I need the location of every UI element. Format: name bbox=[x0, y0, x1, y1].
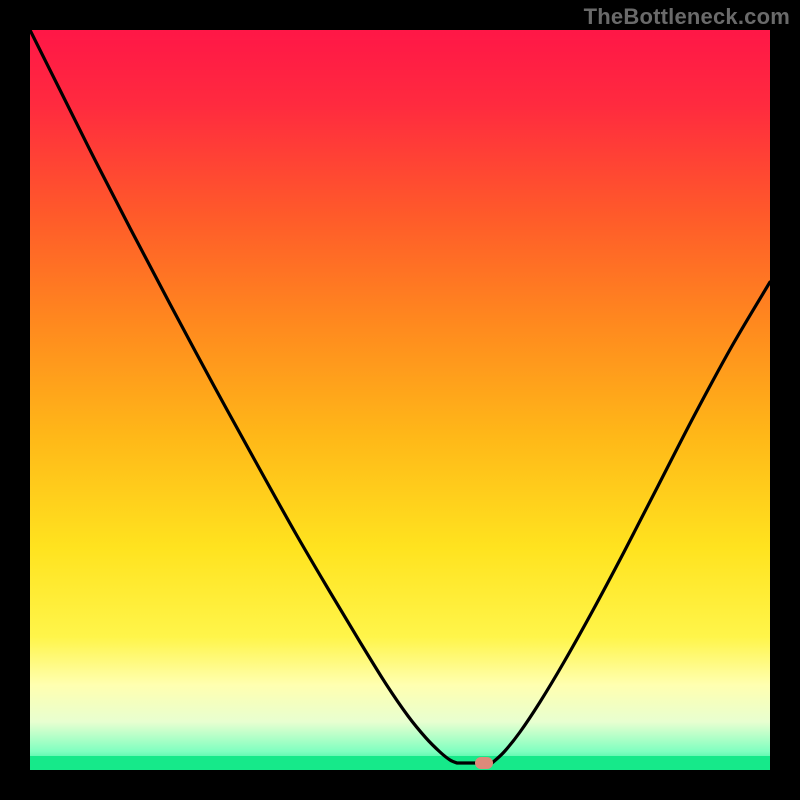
optimum-marker bbox=[475, 757, 493, 769]
bottleneck-curve bbox=[30, 30, 770, 770]
plot-area bbox=[30, 30, 770, 770]
watermark-text: TheBottleneck.com bbox=[584, 4, 790, 30]
